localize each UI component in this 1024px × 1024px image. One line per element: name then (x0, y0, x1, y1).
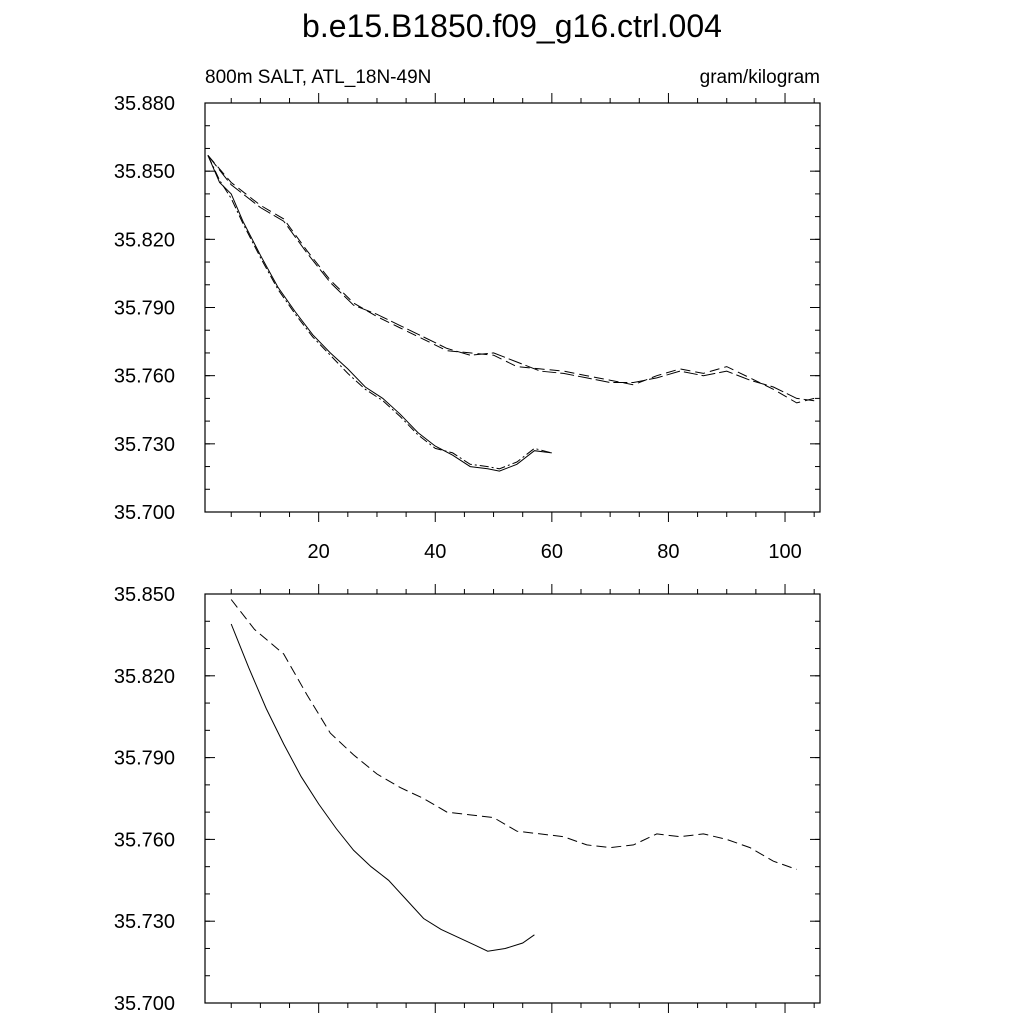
top-series-line-2 (207, 155, 552, 470)
bottom-series-line-2 (230, 599, 797, 870)
bottom-ytick-label: 35.760 (114, 829, 175, 851)
top-panel-series (207, 154, 815, 472)
top-xtick-label: 80 (657, 541, 679, 563)
figure-title: b.e15.B1850.f09_g16.ctrl.004 (302, 8, 722, 44)
top-panel: 800m SALT, ATL_18N-49N gram/kilogram 35.… (114, 67, 821, 563)
top-ytick-label: 35.880 (114, 93, 175, 115)
top-xtick-label: 20 (308, 541, 330, 563)
top-ytick-label: 35.790 (114, 298, 175, 320)
top-series-line-1 (207, 155, 552, 472)
bottom-panel-frame (204, 593, 821, 1004)
top-panel-frame (204, 102, 821, 513)
top-ytick-label: 35.730 (114, 434, 175, 456)
bottom-series-line-1 (230, 623, 535, 952)
top-ytick-label: 35.760 (114, 366, 175, 388)
top-ytick-label: 35.850 (114, 161, 175, 183)
top-xtick-label: 60 (541, 541, 563, 563)
top-panel-ticks: 35.700 35.730 35.760 35.790 35.820 35.850 35.8… (114, 93, 820, 563)
bottom-ytick-label: 35.850 (114, 584, 175, 606)
bottom-panel-series (230, 599, 797, 952)
top-panel-left-string: 800m SALT, ATL_18N-49N (205, 67, 431, 88)
bottom-panel: 35.700 35.730 35.760 35.790 35.820 35.850 (114, 584, 821, 1015)
top-series-line-4 (207, 154, 815, 402)
bottom-ytick-label: 35.730 (114, 911, 175, 933)
bottom-panel-ticks: 35.700 35.730 35.760 35.790 35.820 35.850 (114, 584, 820, 1015)
top-xtick-label: 100 (768, 541, 801, 563)
bottom-ytick-label: 35.700 (114, 993, 175, 1015)
top-panel-right-string: gram/kilogram (700, 67, 820, 88)
bottom-ytick-label: 35.820 (114, 666, 175, 688)
bottom-ytick-label: 35.790 (114, 748, 175, 770)
top-xtick-label: 40 (424, 541, 446, 563)
top-series-line-3 (207, 154, 815, 404)
top-ytick-label: 35.700 (114, 502, 175, 524)
top-ytick-label: 35.820 (114, 229, 175, 251)
